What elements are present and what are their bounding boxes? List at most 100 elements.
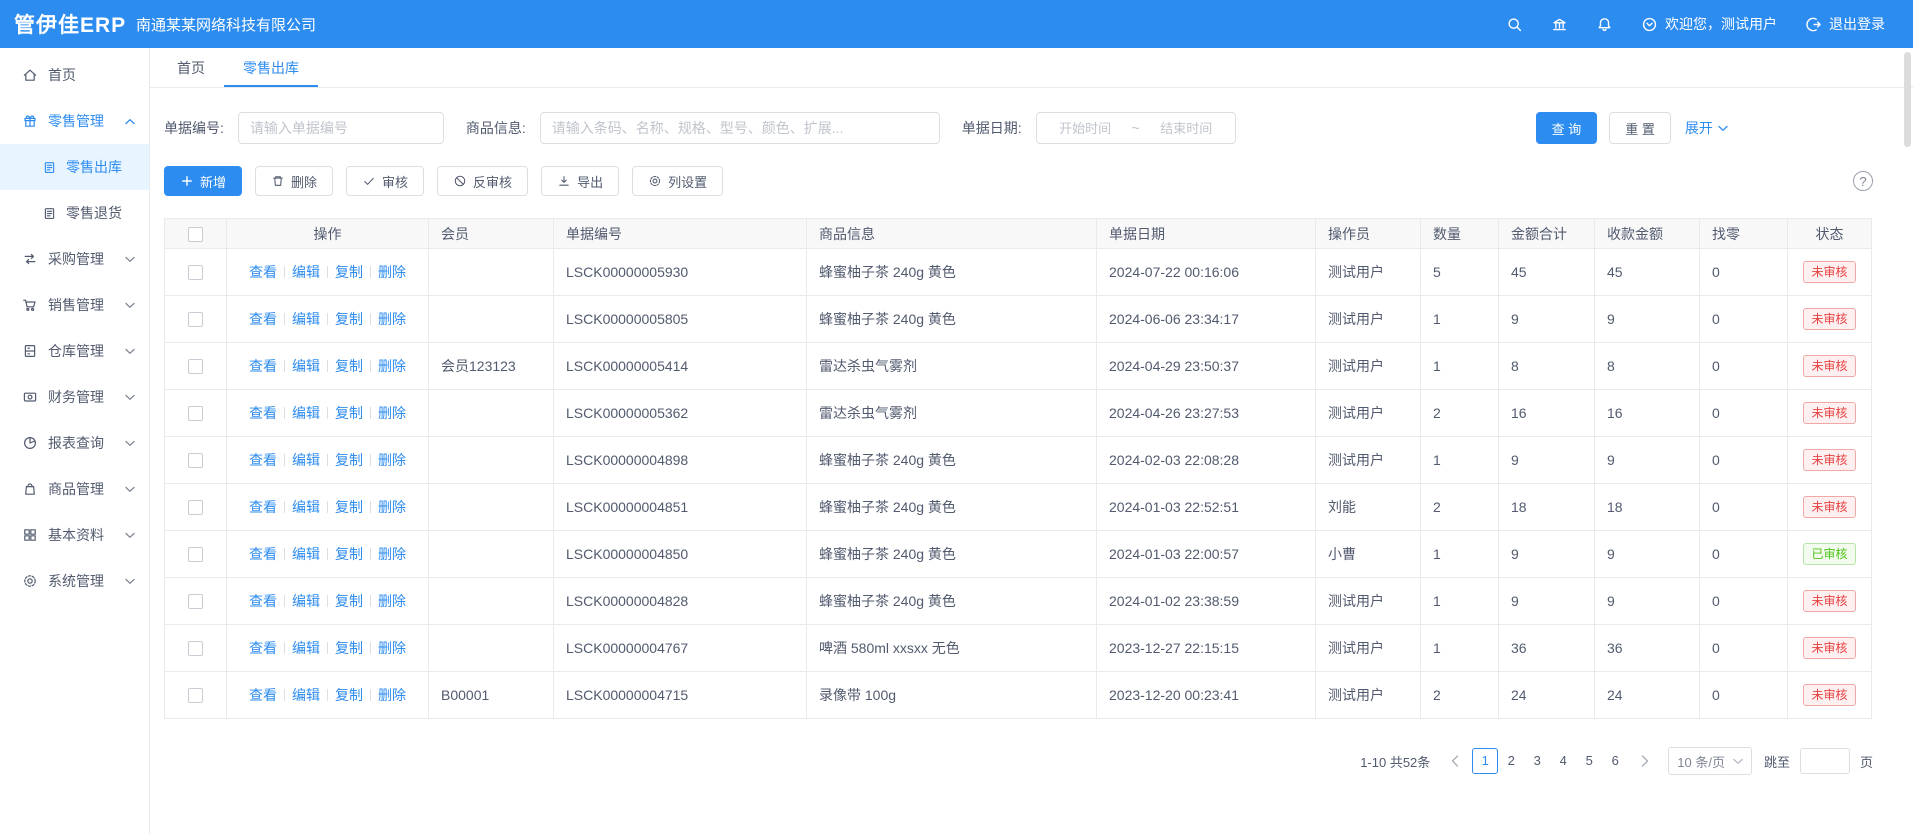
logout-button[interactable]: 退出登录: [1805, 14, 1885, 34]
next-page-button[interactable]: [1634, 748, 1656, 774]
row-checkbox[interactable]: [188, 359, 203, 375]
sidebar-item-retail[interactable]: 零售管理: [0, 98, 149, 144]
sidebar-item-purchase[interactable]: 采购管理: [0, 236, 149, 282]
page-button-1[interactable]: 1: [1472, 748, 1499, 774]
help-icon[interactable]: ?: [1853, 171, 1873, 191]
date-cell: 2024-01-03 22:52:51: [1096, 483, 1316, 531]
sidebar-item-reports[interactable]: 报表查询: [0, 420, 149, 466]
delete-link[interactable]: 删除: [378, 452, 406, 468]
reset-button[interactable]: 重 置: [1609, 112, 1671, 144]
delete-link[interactable]: 删除: [378, 687, 406, 703]
edit-link[interactable]: 编辑: [292, 405, 320, 421]
sidebar-item-finance[interactable]: 财务管理: [0, 374, 149, 420]
page-size-select[interactable]: 10 条/页: [1668, 747, 1752, 775]
edit-link[interactable]: 编辑: [292, 546, 320, 562]
view-link[interactable]: 查看: [249, 311, 277, 327]
sidebar-item-goods[interactable]: 商品管理: [0, 466, 149, 512]
row-checkbox[interactable]: [188, 500, 203, 516]
row-checkbox[interactable]: [188, 688, 203, 704]
sidebar-item-retail-outbound[interactable]: 零售出库: [0, 144, 149, 190]
view-link[interactable]: 查看: [249, 687, 277, 703]
row-checkbox[interactable]: [188, 453, 203, 469]
tab-retail-outbound[interactable]: 零售出库: [224, 48, 318, 87]
row-checkbox[interactable]: [188, 312, 203, 328]
view-link[interactable]: 查看: [249, 546, 277, 562]
edit-link[interactable]: 编辑: [292, 452, 320, 468]
copy-link[interactable]: 复制: [335, 687, 363, 703]
add-button[interactable]: 新增: [164, 166, 243, 196]
view-link[interactable]: 查看: [249, 593, 277, 609]
search-button[interactable]: 查 询: [1535, 112, 1598, 144]
edit-link[interactable]: 编辑: [292, 358, 320, 374]
edit-link[interactable]: 编辑: [292, 640, 320, 656]
view-link[interactable]: 查看: [249, 405, 277, 421]
jump-page-input[interactable]: [1799, 748, 1850, 774]
page-button-4[interactable]: 4: [1559, 753, 1567, 768]
row-checkbox[interactable]: [188, 594, 203, 610]
row-checkbox[interactable]: [188, 641, 203, 657]
view-link[interactable]: 查看: [249, 452, 277, 468]
export-button[interactable]: 导出: [541, 166, 620, 196]
copy-link[interactable]: 复制: [335, 311, 363, 327]
prev-page-button[interactable]: [1444, 748, 1466, 774]
user-menu[interactable]: 欢迎您，测试用户: [1641, 14, 1777, 34]
delete-link[interactable]: 删除: [378, 593, 406, 609]
select-all-checkbox[interactable]: [188, 226, 203, 242]
edit-link[interactable]: 编辑: [292, 499, 320, 515]
copy-link[interactable]: 复制: [335, 546, 363, 562]
unaudit-button[interactable]: 反审核: [437, 166, 529, 196]
search-icon[interactable]: [1506, 16, 1523, 33]
product-cell: 蜂蜜柚子茶 240g 黄色: [806, 436, 1097, 484]
copy-link[interactable]: 复制: [335, 358, 363, 374]
row-checkbox[interactable]: [188, 265, 203, 281]
copy-link[interactable]: 复制: [335, 405, 363, 421]
row-checkbox[interactable]: [188, 406, 203, 422]
copy-link[interactable]: 复制: [335, 593, 363, 609]
sidebar-item-basic-data[interactable]: 基本资料: [0, 512, 149, 558]
view-link[interactable]: 查看: [249, 358, 277, 374]
row-checkbox[interactable]: [188, 547, 203, 563]
sidebar-item-sales[interactable]: 销售管理: [0, 282, 149, 328]
view-link[interactable]: 查看: [249, 640, 277, 656]
date-end-input[interactable]: [1141, 120, 1231, 136]
bill-no-input[interactable]: [237, 112, 444, 144]
page-button-5[interactable]: 5: [1585, 753, 1593, 768]
delete-link[interactable]: 删除: [378, 499, 406, 515]
edit-link[interactable]: 编辑: [292, 311, 320, 327]
page-button-2[interactable]: 2: [1507, 753, 1515, 768]
table-row: 查看 编辑 复制 删除 会员123123 LSCK00000005414 雷达杀虫气雾…: [164, 342, 1872, 390]
sidebar-item-retail-return[interactable]: 零售退货: [0, 190, 149, 236]
delete-link[interactable]: 删除: [378, 640, 406, 656]
delete-link[interactable]: 删除: [378, 311, 406, 327]
view-link[interactable]: 查看: [249, 264, 277, 280]
page-button-6[interactable]: 6: [1611, 753, 1619, 768]
edit-link[interactable]: 编辑: [292, 593, 320, 609]
page-button-3[interactable]: 3: [1533, 753, 1541, 768]
sidebar-item-warehouse[interactable]: 仓库管理: [0, 328, 149, 374]
edit-link[interactable]: 编辑: [292, 687, 320, 703]
delete-link[interactable]: 删除: [378, 405, 406, 421]
date-range-picker[interactable]: ~: [1035, 112, 1236, 144]
bell-icon[interactable]: [1596, 16, 1613, 33]
delete-link[interactable]: 删除: [378, 546, 406, 562]
page-scrollbar[interactable]: [1904, 52, 1911, 147]
delete-link[interactable]: 删除: [378, 358, 406, 374]
copy-link[interactable]: 复制: [335, 452, 363, 468]
expand-filters-toggle[interactable]: 展开: [1685, 118, 1728, 138]
copy-link[interactable]: 复制: [335, 640, 363, 656]
edit-link[interactable]: 编辑: [292, 264, 320, 280]
sidebar-item-home[interactable]: 首页: [0, 52, 149, 98]
copy-link[interactable]: 复制: [335, 499, 363, 515]
sidebar-item-system[interactable]: 系统管理: [0, 558, 149, 604]
date-start-input[interactable]: [1040, 120, 1130, 136]
bill-no-cell: LSCK00000004767: [553, 624, 807, 672]
product-info-input[interactable]: [539, 112, 940, 144]
delete-link[interactable]: 删除: [378, 264, 406, 280]
audit-button[interactable]: 审核: [346, 166, 425, 196]
delete-button[interactable]: 删除: [255, 166, 334, 196]
copy-link[interactable]: 复制: [335, 264, 363, 280]
view-link[interactable]: 查看: [249, 499, 277, 515]
column-settings-button[interactable]: 列设置: [632, 166, 724, 196]
tab-home[interactable]: 首页: [177, 59, 205, 76]
bank-icon[interactable]: [1551, 16, 1568, 33]
